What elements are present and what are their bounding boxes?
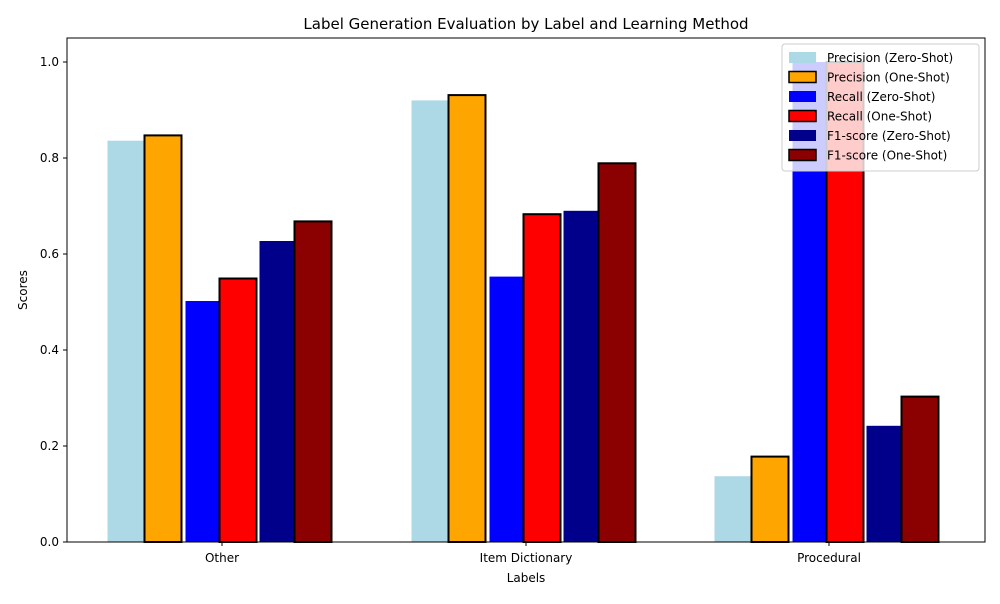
x-tick-label: Procedural	[797, 551, 861, 565]
bars-layer	[107, 61, 940, 544]
bar-recall-zero-shot-item-dictionary	[489, 276, 525, 542]
y-axis-label: Scores	[16, 270, 30, 310]
bar-precision-one-shot-procedural	[750, 455, 790, 544]
legend-swatch	[789, 130, 816, 141]
y-tick-label: 1.0	[40, 55, 59, 69]
legend-swatch	[789, 91, 816, 102]
bar-f1-score-one-shot-other	[293, 220, 333, 543]
y-tick-label: 0.6	[40, 247, 59, 261]
legend-label: Recall (One-Shot)	[827, 110, 932, 124]
x-tick-label: Item Dictionary	[480, 551, 573, 565]
bar-precision-one-shot-other	[143, 134, 183, 543]
y-axis: 0.0 0.2 0.4 0.6 0.8 1.0	[40, 55, 67, 549]
legend-swatch	[789, 52, 816, 63]
x-axis-label: Labels	[507, 571, 546, 585]
legend-label: F1-score (One-Shot)	[827, 149, 947, 163]
y-tick-label: 0.4	[40, 343, 59, 357]
bar-precision-zero-shot-other	[107, 140, 145, 542]
bar-recall-zero-shot-other	[185, 301, 221, 542]
bar-f1-score-zero-shot-other	[259, 241, 295, 542]
y-tick-label: 0.2	[40, 439, 59, 453]
y-tick-label: 0.8	[40, 151, 59, 165]
legend: Precision (Zero-Shot) Precision (One-Shot…	[781, 43, 980, 172]
legend-swatch	[788, 148, 817, 162]
x-tick-label: Other	[205, 551, 239, 565]
legend-label: Precision (Zero-Shot)	[827, 51, 953, 65]
y-tick-label: 0.0	[40, 535, 59, 549]
bar-recall-one-shot-item-dictionary	[522, 213, 562, 543]
legend-label: Recall (Zero-Shot)	[827, 90, 935, 104]
bar-f1-score-one-shot-item-dictionary	[597, 162, 637, 544]
legend-label: Precision (One-Shot)	[827, 71, 950, 85]
bar-f1-score-one-shot-procedural	[900, 395, 940, 543]
bar-precision-zero-shot-item-dictionary	[411, 100, 449, 543]
legend-swatch	[788, 109, 817, 123]
legend-swatch	[788, 70, 817, 84]
bar-precision-zero-shot-procedural	[714, 476, 752, 542]
bar-f1-score-zero-shot-item-dictionary	[563, 210, 599, 543]
legend-box	[781, 43, 980, 172]
bar-recall-one-shot-other	[218, 277, 258, 543]
bar-precision-one-shot-item-dictionary	[447, 94, 487, 543]
bar-f1-score-zero-shot-procedural	[866, 425, 902, 542]
chart-title: Label Generation Evaluation by Label and…	[303, 15, 748, 33]
x-axis: Other Item Dictionary Procedural	[205, 542, 861, 565]
legend-label: F1-score (Zero-Shot)	[827, 129, 951, 143]
